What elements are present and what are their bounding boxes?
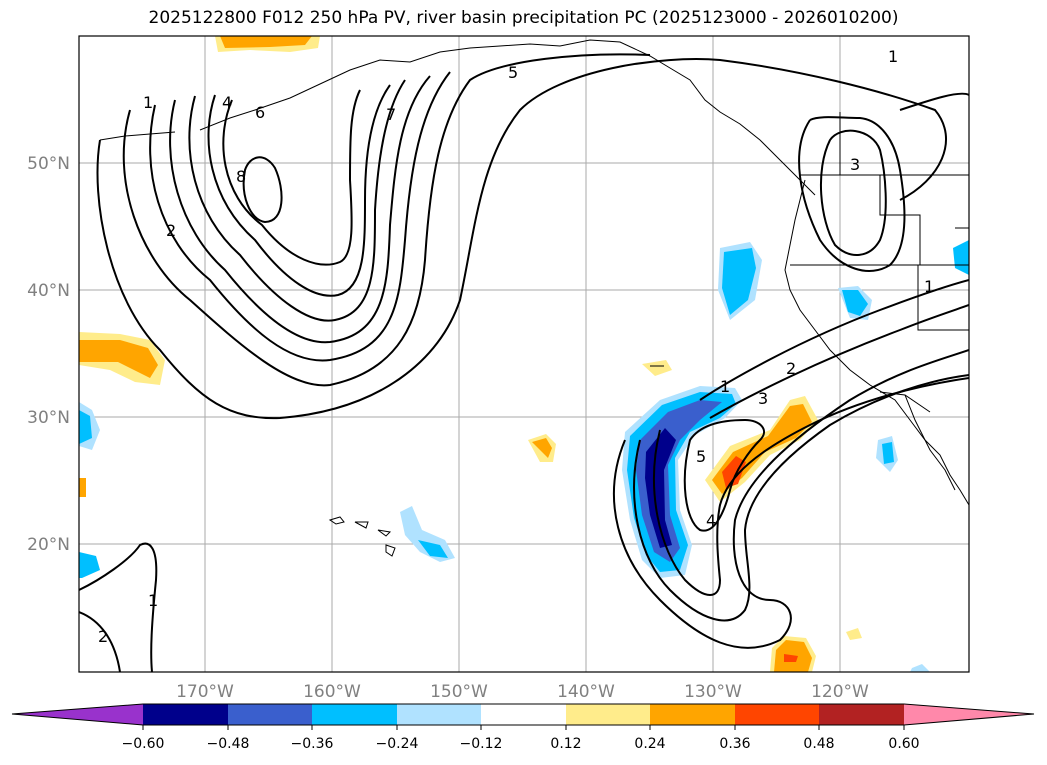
contour-label: 4 (706, 511, 716, 530)
latitude-labels: 50°N 40°N 30°N 20°N (27, 154, 70, 555)
precip-positive-area (79, 340, 158, 378)
colorbar-tick-label: −0.36 (291, 736, 334, 752)
contour-label: 5 (696, 447, 706, 466)
colorbar-segment (12, 704, 143, 725)
colorbar-segment (228, 704, 312, 725)
precip-negative-area (882, 442, 894, 464)
precip-positive-area (220, 36, 312, 48)
contour-label: 6 (255, 103, 265, 122)
precip-negative-area (79, 552, 100, 578)
map-title: 2025122800 F012 250 hPa PV, river basin … (148, 8, 899, 28)
precip-positive-area (846, 628, 862, 640)
precip-negative-area (722, 248, 756, 315)
colorbar-segment (819, 704, 904, 725)
precip-negative-area (910, 664, 930, 672)
contour-label: 2 (786, 359, 796, 378)
coastlines (99, 39, 969, 557)
precip-negative-area (418, 540, 448, 558)
precip-positive-area (79, 478, 86, 497)
precip-positive-area (722, 456, 746, 488)
colorbar-segment (650, 704, 735, 725)
lat-label: 20°N (27, 535, 70, 555)
contour-label: 2 (98, 627, 108, 646)
colorbar: −0.60 −0.48 −0.36 −0.24 −0.12 0.12 0.24 … (11, 703, 1035, 752)
contour-label: 1 (888, 47, 898, 66)
contour-label: 8 (236, 167, 246, 186)
colorbar-tick-label: −0.12 (460, 736, 503, 752)
contour-label: 1 (720, 377, 730, 396)
contour-label: 2 (166, 221, 176, 240)
contour-label: 4 (222, 93, 232, 112)
colorbar-segment (735, 704, 819, 725)
lon-label: 160°W (303, 682, 361, 702)
precip-positive-area (642, 360, 672, 376)
precip-negative-area (953, 240, 969, 275)
contour-label: 1 (148, 591, 158, 610)
colorbar-segment (566, 704, 650, 725)
map-frame (78, 35, 970, 673)
colorbar-tick-label: −0.24 (376, 736, 419, 752)
colorbar-tick-label: 0.48 (803, 736, 834, 752)
contour-label: 1 (143, 93, 153, 112)
colorbar-segment (143, 704, 228, 725)
precip-shading (79, 36, 969, 672)
contour-label: 3 (758, 389, 768, 408)
colorbar-tick-label: 0.36 (719, 736, 750, 752)
lat-label: 40°N (27, 281, 70, 301)
colorbar-segment (481, 704, 566, 725)
colorbar-segment (904, 704, 1034, 725)
colorbar-tick-label: 0.60 (888, 736, 919, 752)
colorbar-tick-label: 0.12 (550, 736, 581, 752)
lon-label: 150°W (430, 682, 488, 702)
contour-label: 5 (508, 63, 518, 82)
lon-label: 130°W (684, 682, 742, 702)
contour-label: 7 (386, 105, 396, 124)
precip-negative-area (79, 410, 92, 444)
lat-label: 50°N (27, 154, 70, 174)
colorbar-segment (397, 704, 481, 725)
precip-positive-area (532, 438, 552, 458)
colorbar-tick-label: −0.60 (122, 736, 165, 752)
colorbar-segment (312, 704, 397, 725)
colorbar-tick-label: 0.24 (634, 736, 665, 752)
colorbar-tick-label: −0.48 (207, 736, 250, 752)
precip-negative-area (842, 290, 868, 316)
contour-label: 1 (924, 277, 934, 296)
pv-contours (79, 53, 969, 672)
contour-labels: 1 2 4 6 8 5 7 1 3 1 1 2 3 5 4 1 2 (98, 47, 934, 646)
longitude-labels: 170°W 160°W 150°W 140°W 130°W 120°W (176, 682, 869, 702)
contour-label: 3 (850, 155, 860, 174)
lon-label: 120°W (811, 682, 869, 702)
lon-label: 170°W (176, 682, 234, 702)
lat-label: 30°N (27, 408, 70, 428)
lon-label: 140°W (557, 682, 615, 702)
precip-negative-area (645, 428, 676, 548)
precip-positive-area (784, 654, 798, 662)
